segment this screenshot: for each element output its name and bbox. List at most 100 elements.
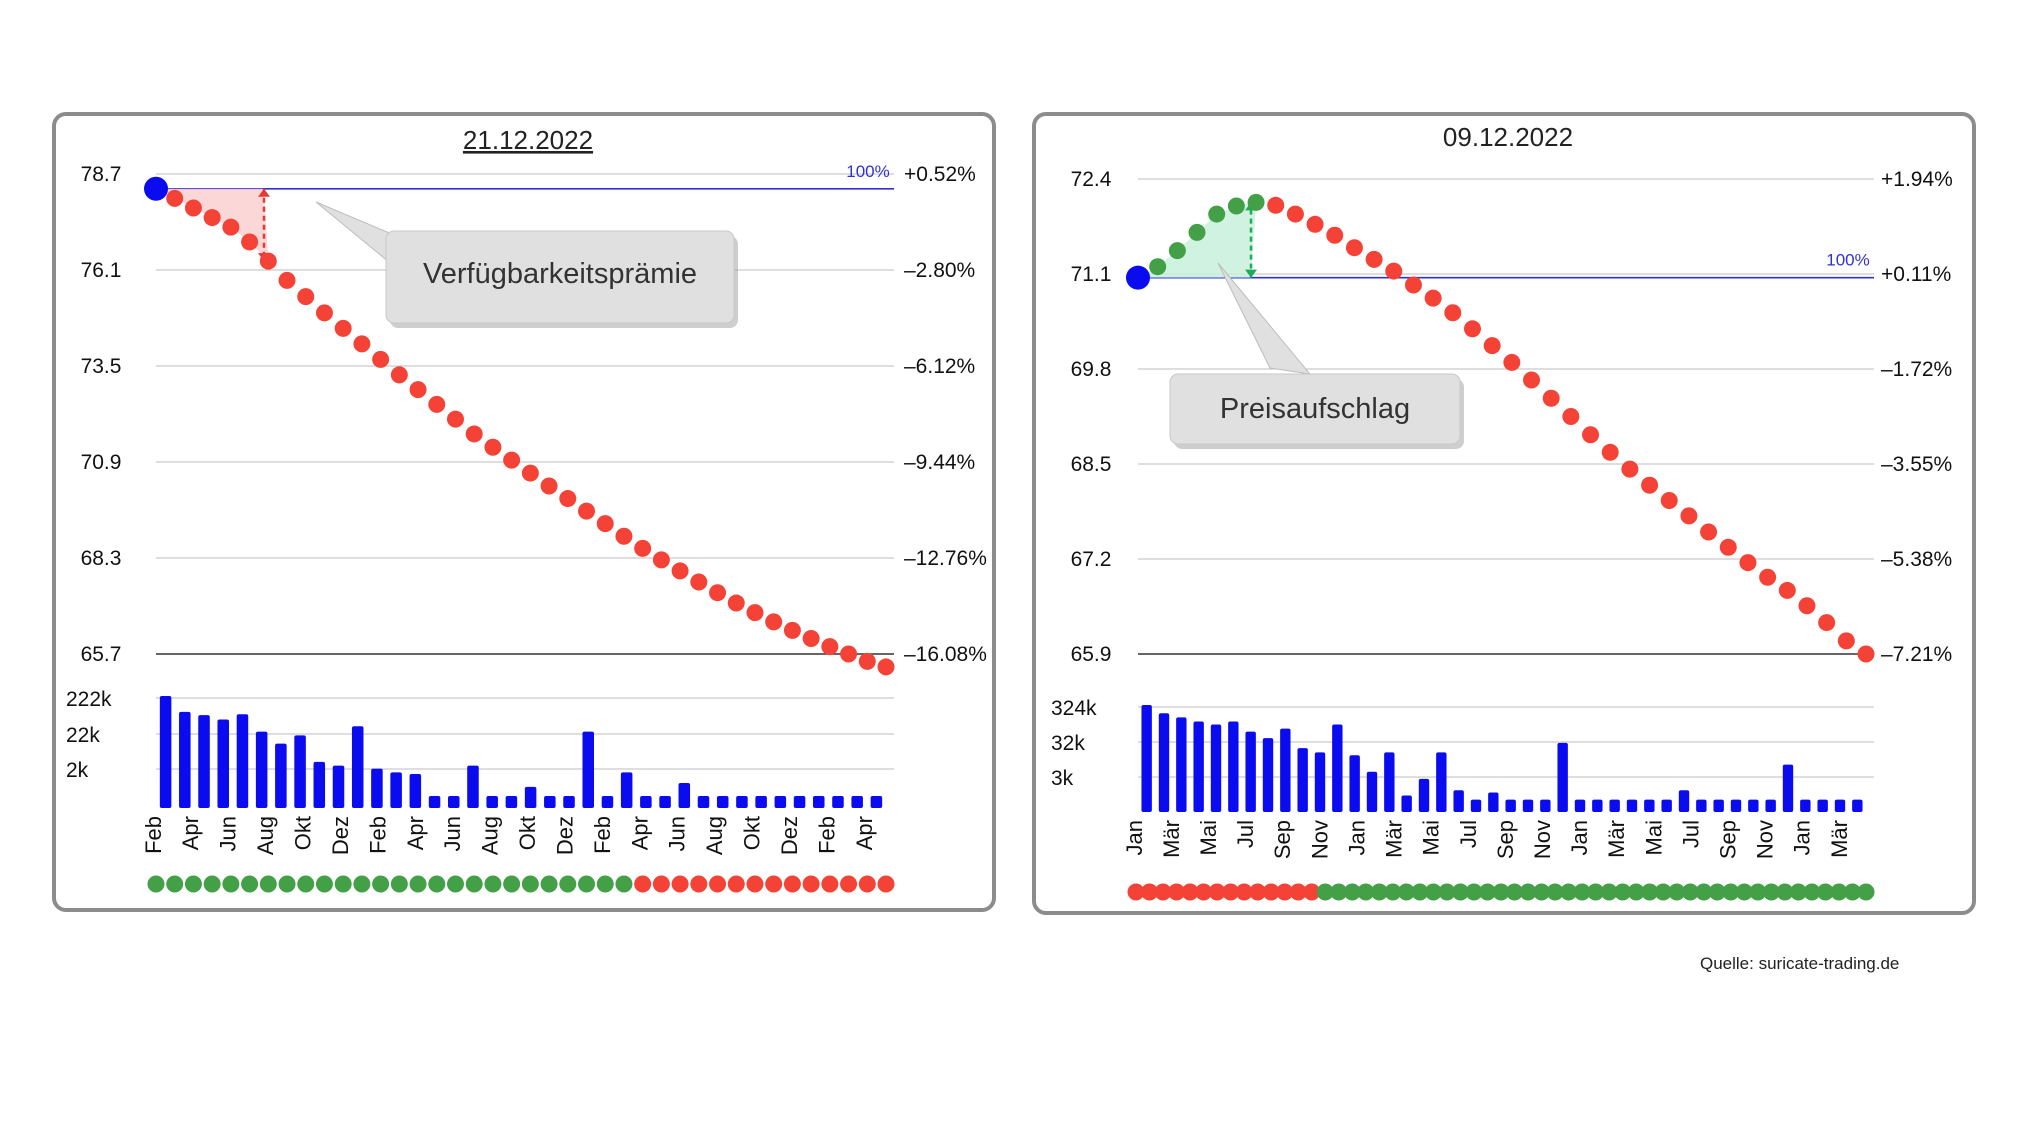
status-dot [1830,883,1848,901]
volume-bar [1678,790,1690,812]
volume-bar [1574,799,1586,812]
x-tick-label: Aug [702,816,727,855]
volume-bar [716,795,729,808]
y-tick-label-left: 73.5 [81,355,122,378]
reference-line-label: 100% [846,162,889,181]
x-tick-label: Sep [1270,820,1295,859]
status-dot [1411,883,1429,901]
curve-point [1542,389,1560,407]
curve-point [446,410,464,428]
x-tick-label: Nov [1530,820,1555,859]
volume-bar [1280,728,1291,812]
status-dot [1222,883,1240,901]
y-tick-label-right: –12.76% [904,547,987,570]
status-dot [503,875,521,893]
volume-bar [755,795,767,808]
volume-bar [1141,705,1152,812]
status-dot [1681,883,1699,901]
curve-point [1523,371,1541,389]
curve-point [465,425,483,443]
curve-point [353,335,371,353]
status-dot [765,875,783,893]
status-dot [1357,883,1375,901]
status-dot [315,875,333,893]
volume-bar [1522,799,1534,812]
status-dot [1127,883,1145,901]
volume-bar [255,731,268,808]
curve-point [1641,476,1659,494]
volume-bar [1436,752,1447,812]
y-tick-label-left: 71.1 [1071,263,1112,286]
volume-bar [1817,799,1828,812]
curve-point [1798,597,1816,615]
x-tick-label: Feb [365,816,390,854]
curve-point [858,652,876,670]
curve-point [203,209,221,227]
status-dot [596,875,614,893]
status-dot [1641,883,1659,901]
curve-point [503,451,521,469]
volume-bar [1176,717,1187,812]
status-dot [1789,883,1807,901]
volume-bar [832,795,844,808]
status-dot [615,875,633,893]
status-dot [1195,883,1213,901]
status-dot [877,875,895,893]
volume-bar [563,795,575,808]
volume-bar [1696,799,1707,812]
volume-bar [1713,799,1724,812]
curve-point [259,252,277,270]
volume-bar [774,795,787,808]
status-dot [540,875,558,893]
volume-bar [1418,778,1430,812]
curve-point [1286,205,1304,223]
curve-point [1719,538,1737,556]
status-dot [1343,883,1361,901]
status-dot [1478,883,1496,901]
status-dot [1316,883,1334,901]
volume-bar [428,795,441,808]
status-dot [802,875,820,893]
x-tick-label: Feb [590,816,615,854]
volume-bar [409,773,422,808]
volume-bar [1505,799,1516,812]
curve-point [1424,289,1442,307]
callout-label: Preisaufschlag [1220,393,1410,425]
status-dot [840,875,858,893]
volume-bar [1540,799,1551,812]
volume-bar [1800,799,1811,812]
x-tick-label: Okt [290,816,315,850]
status-dot [1154,883,1172,901]
status-dot [1235,883,1253,901]
status-dot [1519,883,1537,901]
volume-bar [1193,721,1204,812]
status-dot [1451,883,1469,901]
x-tick-label: Aug [478,816,503,855]
curve-point [1326,226,1344,244]
volume-bar [505,795,518,808]
volume-bar [1765,799,1776,812]
x-tick-label: Sep [1715,820,1740,859]
callout-label: Verfügbarkeitsprämie [423,258,697,290]
curve-point [297,288,315,306]
curve-point [1483,337,1501,355]
status-dot [783,875,801,893]
status-dot [1506,883,1524,901]
volume-bar [1158,713,1170,812]
status-dot [446,875,464,893]
volume-bar [1384,752,1395,812]
x-tick-label: Mär [1382,820,1407,858]
curve-point [1149,258,1167,276]
status-dot [858,875,876,893]
volume-bar [486,795,498,808]
curve-point [428,395,446,413]
x-tick-label: Nov [1307,820,1332,859]
status-dot [409,875,427,893]
status-dot [1735,883,1753,901]
x-tick-label: Jul [1233,820,1258,848]
curve-point [1365,250,1383,268]
status-dot [1600,883,1618,901]
curve-point [1818,614,1836,632]
curve-point [1168,242,1186,260]
x-tick-label: Dez [328,816,353,855]
